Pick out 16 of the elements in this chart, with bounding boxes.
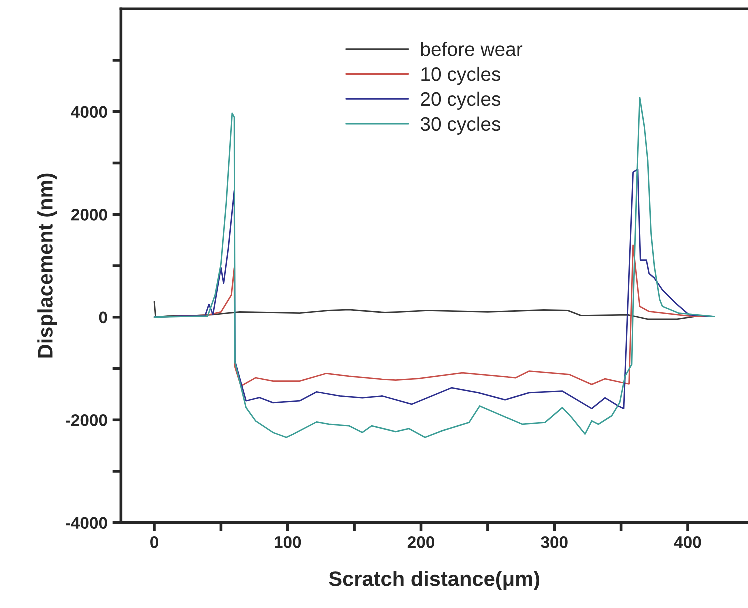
- y-tick-label: -4000: [66, 517, 108, 530]
- y-tick-label: 4000: [71, 106, 108, 118]
- y-tick-label: 2000: [71, 209, 108, 221]
- legend-label: 20 cycles: [421, 92, 501, 110]
- legend-label: 30 cycles: [420, 116, 501, 135]
- x-tick-label: 300: [541, 536, 568, 548]
- y-axis-title: Displacement (nm): [38, 174, 58, 358]
- legend-label: before wear: [421, 42, 523, 56]
- x-axis-title: Scratch distance(μm): [329, 571, 540, 590]
- x-tick-label: 100: [275, 536, 302, 548]
- x-tick-label: 0: [150, 536, 158, 548]
- x-tick-label: 200: [408, 536, 434, 548]
- x-tick-label: 400: [674, 536, 702, 548]
- legend-label: 10 cycles: [422, 66, 501, 86]
- y-tick-label: 0: [99, 312, 108, 324]
- y-tick-label: -2000: [66, 414, 108, 426]
